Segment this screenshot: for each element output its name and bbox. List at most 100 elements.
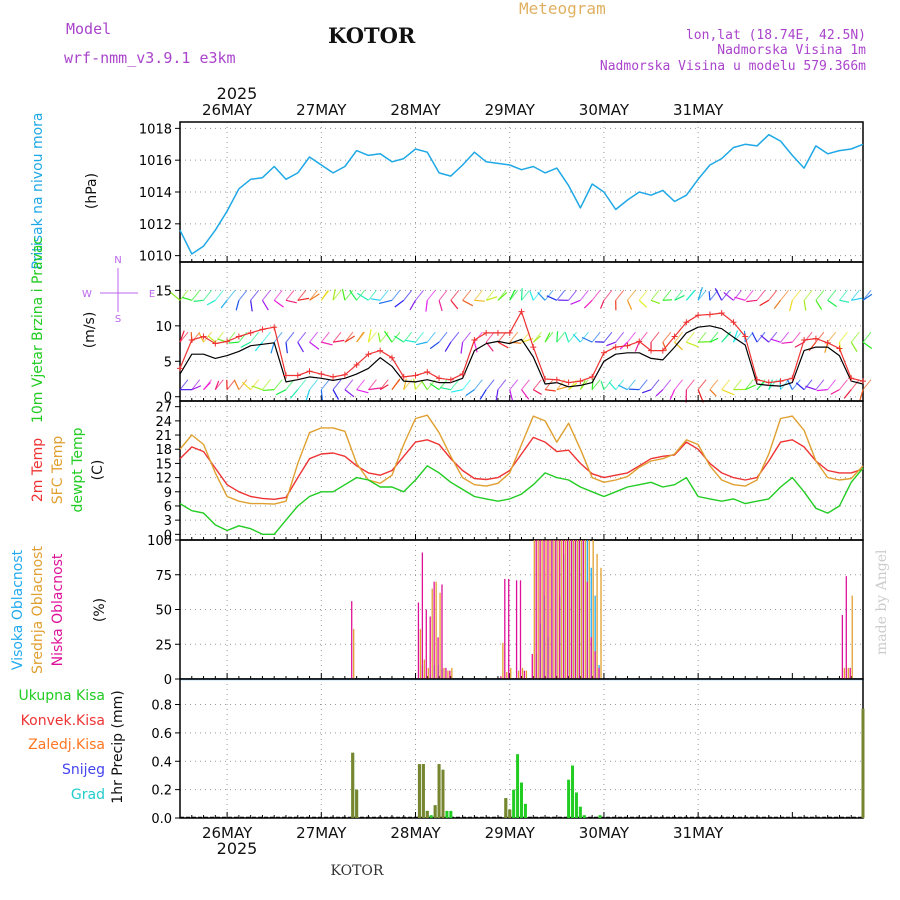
product-title: Meteogram	[519, 0, 606, 18]
wind-barb	[349, 289, 358, 301]
wind-hatch	[709, 379, 719, 390]
wind-barb	[429, 383, 440, 391]
wind-barb	[544, 389, 556, 392]
date-label-bottom: 26MAY	[202, 824, 253, 842]
y-tick-label: 0.4	[151, 755, 172, 770]
wind-barb	[773, 299, 782, 310]
wind-barb	[273, 299, 284, 308]
wind-hatch	[320, 379, 330, 390]
wind-hatch	[839, 289, 848, 301]
plot-area: 26MAY 26MAY 27MAY 27MAY 28MAY 28MAY 29MAY 29MAY…	[139, 101, 873, 842]
y-tick-label: 0	[164, 391, 172, 406]
wind-gust-marker	[353, 361, 360, 368]
wind-barb	[182, 296, 192, 301]
wind-hatch	[685, 379, 695, 390]
y-tick-label: 100	[147, 534, 172, 549]
wind-hatch	[638, 331, 648, 343]
wind-hatch	[462, 289, 472, 301]
wind-barb	[859, 389, 864, 401]
wind-barb	[600, 300, 605, 309]
wind-hatch	[544, 379, 554, 390]
wind-hatch	[733, 289, 742, 301]
wind-hatch	[638, 379, 648, 390]
wind-hatch	[697, 289, 707, 301]
pressure-unit: (hPa)	[84, 173, 100, 209]
wind-barb	[795, 382, 805, 391]
wind-barb	[320, 389, 324, 402]
wind-gust-marker	[659, 347, 666, 354]
wind-hatch	[226, 379, 236, 390]
y-tick-label: 1018	[139, 122, 172, 137]
wind-hatch	[474, 379, 483, 390]
wind-hatch	[262, 379, 271, 390]
compass-south: S	[115, 314, 121, 325]
wind-gust-marker	[330, 373, 337, 380]
y-tick-label: 9	[164, 486, 172, 501]
wind-hatch	[827, 331, 837, 343]
wind-barb	[760, 334, 770, 343]
wind-barb	[460, 342, 464, 354]
wind-hatch	[756, 289, 766, 301]
model-altitude-label: Nadmorska Visina u modelu 579.366m	[600, 59, 866, 74]
wind-hatch	[591, 331, 601, 343]
wind-barb	[394, 335, 405, 343]
precip-ylabel: 1hr Precip (mm)	[110, 690, 126, 803]
wind-hatch	[250, 289, 260, 301]
wind-hatch	[203, 289, 212, 301]
wind-hatch	[474, 289, 483, 301]
wind-barb	[193, 299, 204, 302]
wind-gust-marker	[459, 371, 466, 378]
wind-hatch	[426, 289, 436, 301]
wind-barb	[332, 289, 336, 301]
precip-conv-bar	[504, 798, 508, 818]
wind-barb	[332, 339, 345, 343]
wind-barb	[379, 384, 389, 391]
wind-hatch	[462, 331, 472, 343]
wind-barb	[827, 299, 838, 308]
wind-gust-marker	[471, 337, 478, 344]
wind-hatch	[768, 331, 778, 343]
wind-hatch	[438, 289, 448, 301]
temp-sfc-label: SFC Temp	[50, 436, 66, 505]
temp-line-2m-temp	[179, 436, 864, 500]
precip-conv-bar	[441, 769, 445, 818]
wind-barb	[403, 378, 407, 390]
wind-barb	[556, 386, 568, 391]
wind-hatch	[285, 379, 295, 390]
wind-hatch	[332, 331, 342, 343]
wind-barb	[462, 299, 474, 307]
wind-hatch	[285, 331, 295, 343]
wind-hatch	[697, 379, 707, 390]
wind-barb	[634, 341, 640, 352]
wind-hatch	[497, 379, 507, 390]
wind-gust-marker	[812, 335, 819, 342]
wind-barb	[404, 339, 416, 343]
date-label-bottom: 30MAY	[579, 824, 630, 842]
wind-barb	[734, 296, 746, 301]
lonlat-label: lon,lat (18.74E, 42.5N)	[686, 28, 866, 43]
wind-barb	[600, 380, 605, 390]
wind-gust-marker	[483, 329, 490, 336]
wind-gust-marker	[565, 379, 572, 386]
date-label-top: 28MAY	[390, 101, 441, 119]
wind-barb	[261, 299, 269, 311]
temp-line-sfc-temp	[179, 414, 864, 505]
wind-barb	[495, 389, 499, 402]
wind-hatch	[273, 331, 283, 343]
wind-hatch	[485, 289, 495, 301]
wind-barb	[207, 335, 216, 343]
wind-gust-marker	[836, 345, 843, 352]
wind-barb	[816, 389, 828, 392]
y-tick-label: 3	[164, 514, 172, 529]
wind-gust-marker	[506, 329, 513, 336]
wind-barb	[638, 299, 648, 308]
wind-hatch	[850, 331, 860, 343]
wind-barb	[485, 296, 498, 301]
wind-hatch	[191, 289, 201, 301]
wind-barb	[191, 385, 202, 391]
wind-hatch	[415, 331, 424, 343]
temp-2m-label: 2m Temp	[30, 438, 46, 502]
wind-barb	[641, 389, 652, 394]
wind-hatch	[450, 379, 460, 390]
wind-barb	[709, 337, 719, 343]
